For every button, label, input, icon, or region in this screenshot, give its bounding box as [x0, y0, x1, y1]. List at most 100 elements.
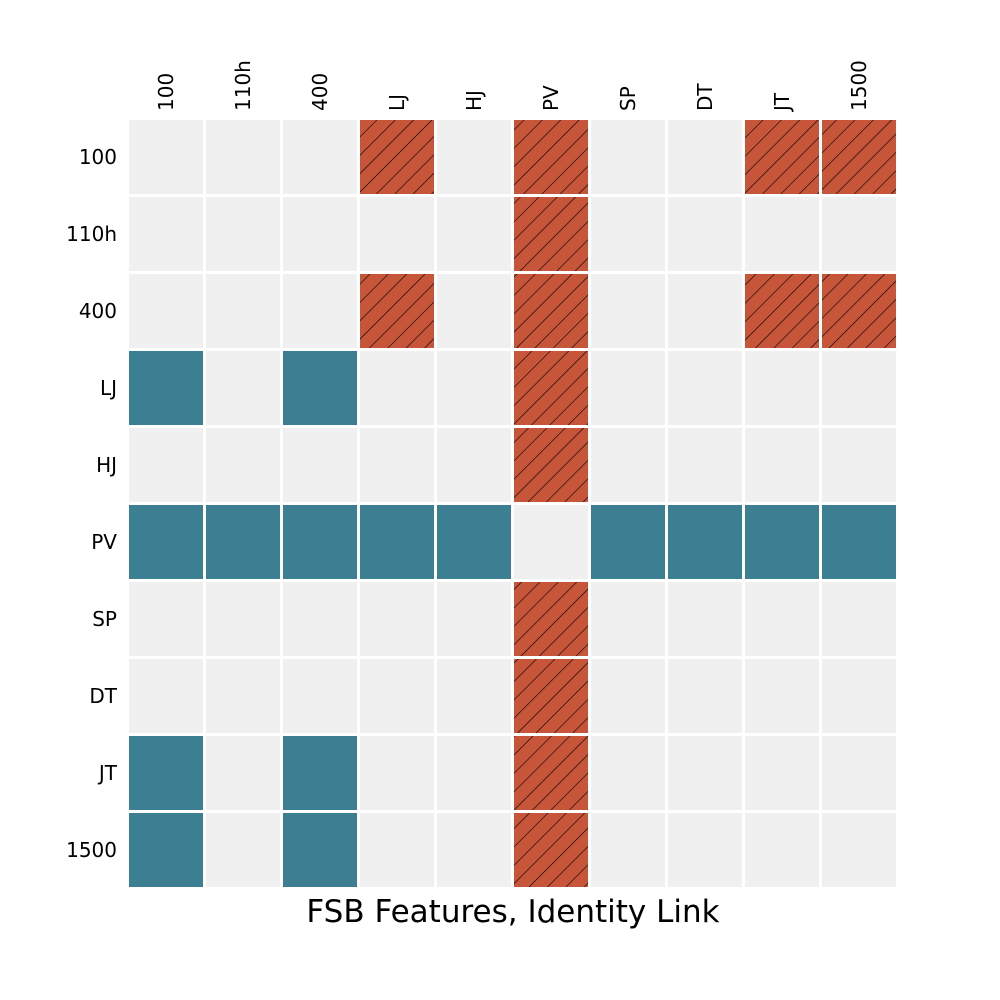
heatmap-cell-none: [745, 197, 819, 271]
column-tick-label: 100: [154, 73, 178, 111]
heatmap-cell-none: [129, 659, 203, 733]
heatmap-cell-none: [360, 197, 434, 271]
heatmap-cell-positive: [745, 505, 819, 579]
heatmap-cell-none: [591, 120, 665, 194]
heatmap-cell-none: [822, 197, 896, 271]
heatmap-cell-none: [591, 197, 665, 271]
heatmap-cell-negative: [514, 582, 588, 656]
heatmap-cell-none: [283, 197, 357, 271]
column-tick-label: DT: [693, 83, 717, 111]
heatmap-cell-none: [822, 428, 896, 502]
heatmap-cell-none: [668, 428, 742, 502]
column-tick-label: JT: [770, 92, 794, 113]
heatmap-cell-none: [360, 351, 434, 425]
heatmap-cell-none: [129, 428, 203, 502]
heatmap-cell-none: [360, 813, 434, 887]
heatmap-cell-none: [822, 351, 896, 425]
heatmap-cell-none: [822, 582, 896, 656]
heatmap-cell-none: [668, 736, 742, 810]
column-tick-label: 1500: [847, 60, 871, 111]
heatmap-cell-none: [745, 582, 819, 656]
heatmap-cell-positive: [129, 351, 203, 425]
heatmap-cell-none: [283, 582, 357, 656]
row-tick-label: 100: [79, 145, 117, 169]
heatmap-cell-none: [745, 813, 819, 887]
heatmap-cell-none: [437, 197, 511, 271]
heatmap-cell-none: [206, 351, 280, 425]
heatmap-cell-none: [437, 582, 511, 656]
heatmap-cell-none: [668, 120, 742, 194]
column-tick-label: SP: [616, 86, 640, 111]
heatmap-cell-none: [437, 813, 511, 887]
heatmap-cell-none: [129, 197, 203, 271]
heatmap-cell-none: [360, 428, 434, 502]
heatmap-cell-negative: [514, 659, 588, 733]
row-tick-label: HJ: [96, 453, 117, 477]
heatmap-cell-none: [437, 736, 511, 810]
heatmap-cell-negative: [514, 351, 588, 425]
heatmap-cell-positive: [822, 505, 896, 579]
heatmap-cell-none: [129, 274, 203, 348]
row-tick-label: 1500: [66, 838, 117, 862]
heatmap-cell-none: [668, 659, 742, 733]
heatmap-cell-positive: [206, 505, 280, 579]
heatmap-cell-none: [437, 274, 511, 348]
heatmap-cell-none: [283, 428, 357, 502]
heatmap-cell-positive: [437, 505, 511, 579]
heatmap-cell-positive: [591, 505, 665, 579]
heatmap-cell-positive: [129, 505, 203, 579]
heatmap-cell-none: [206, 428, 280, 502]
heatmap-cell-negative: [514, 120, 588, 194]
heatmap-cell-none: [360, 582, 434, 656]
heatmap-cell-none: [360, 736, 434, 810]
heatmap-cell-none: [437, 428, 511, 502]
heatmap-cell-none: [668, 274, 742, 348]
heatmap-cell-none: [668, 813, 742, 887]
heatmap-cell-none: [206, 120, 280, 194]
column-tick-labels: 100 110h 400 LJ HJ PV SP DT JT 1500: [154, 60, 871, 113]
heatmap-cell-negative: [745, 120, 819, 194]
heatmap-cell-none: [360, 659, 434, 733]
heatmap-cell-none: [437, 120, 511, 194]
row-tick-labels: 100 110h 400 LJ HJ PV SP DT JT 1500: [66, 145, 118, 862]
heatmap-cell-negative: [514, 274, 588, 348]
heatmap-cell-negative: [822, 120, 896, 194]
row-tick-label: LJ: [100, 376, 117, 400]
heatmap-cell-none: [591, 351, 665, 425]
heatmap-cell-negative: [514, 736, 588, 810]
heatmap-cell-positive: [129, 813, 203, 887]
column-tick-label: 400: [308, 73, 332, 111]
heatmap-cell-none: [668, 197, 742, 271]
heatmap-cell-none: [283, 659, 357, 733]
heatmap-cell-positive: [668, 505, 742, 579]
heatmap-cell-none: [437, 659, 511, 733]
heatmap-cell-positive: [283, 351, 357, 425]
heatmap-cell-none: [206, 197, 280, 271]
heatmap-cell-none: [591, 736, 665, 810]
heatmap-cell-none: [745, 428, 819, 502]
column-tick-label: HJ: [462, 90, 486, 111]
column-tick-label: PV: [539, 85, 563, 111]
heatmap-cell-none: [514, 505, 588, 579]
heatmap-cell-positive: [129, 736, 203, 810]
heatmap-cell-none: [206, 582, 280, 656]
heatmap-cell-negative: [360, 274, 434, 348]
heatmap-cell-none: [437, 351, 511, 425]
column-tick-label: LJ: [385, 94, 409, 111]
heatmap-cell-none: [745, 351, 819, 425]
heatmap-cells: [129, 120, 896, 887]
heatmap-cell-none: [668, 351, 742, 425]
heatmap-cell-positive: [283, 736, 357, 810]
heatmap-cell-negative: [745, 274, 819, 348]
heatmap-cell-none: [206, 274, 280, 348]
heatmap-cell-negative: [514, 813, 588, 887]
heatmap-cell-none: [668, 582, 742, 656]
heatmap-cell-positive: [283, 813, 357, 887]
heatmap-cell-negative: [514, 197, 588, 271]
heatmap-cell-positive: [360, 505, 434, 579]
row-tick-label: DT: [89, 684, 117, 708]
heatmap-cell-none: [206, 813, 280, 887]
heatmap-cell-positive: [283, 505, 357, 579]
row-tick-label: 110h: [66, 222, 117, 246]
heatmap-cell-negative: [514, 428, 588, 502]
